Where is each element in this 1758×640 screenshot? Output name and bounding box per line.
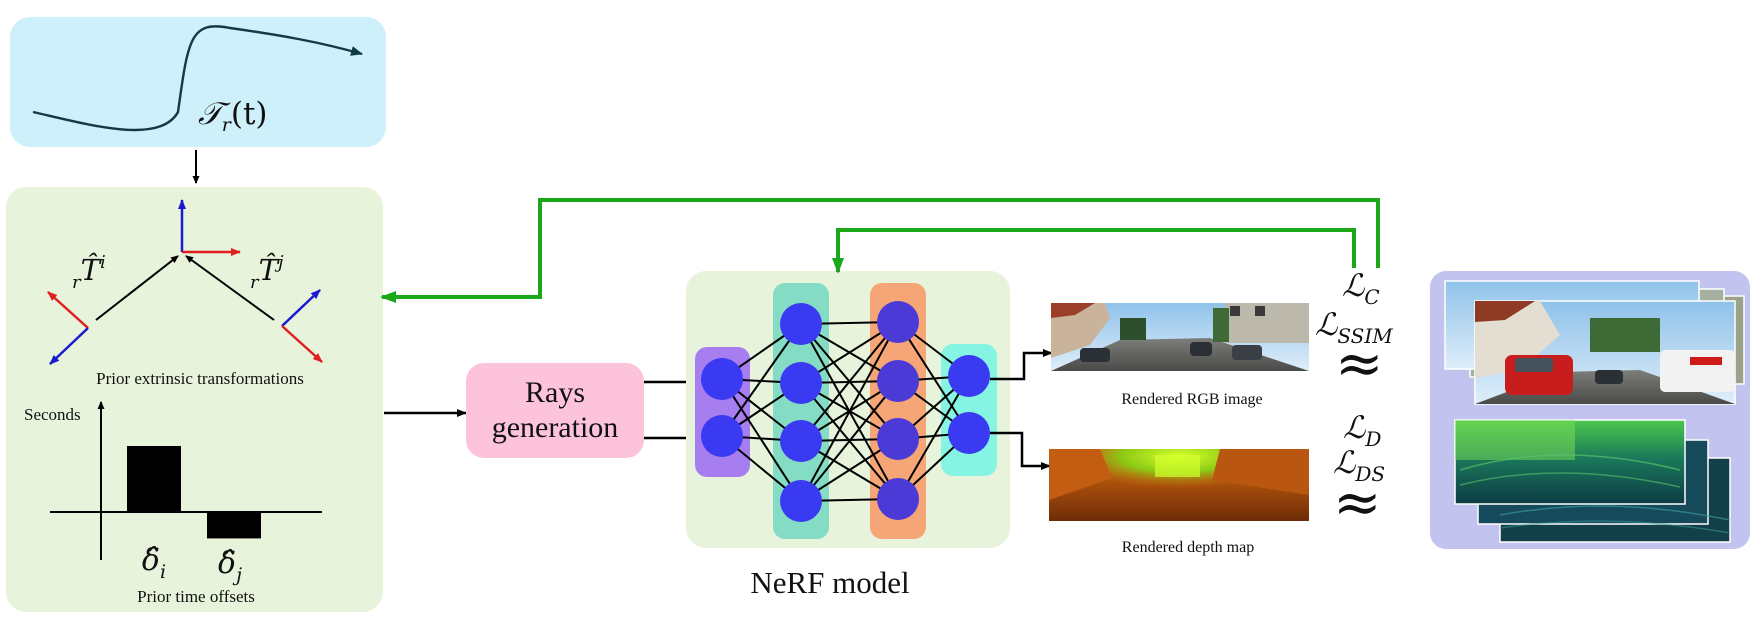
trajectory-sub: r [222,114,233,136]
seconds-axis-label: Seconds [24,405,81,424]
rendered-rgb-image [1051,303,1309,371]
transform-i-arrow [95,255,179,321]
nerf-neuron [877,418,919,460]
reference-frame [178,199,241,256]
nerf-neuron [701,415,743,457]
loss-c: ℒC [1342,268,1380,309]
bar-delta-j [207,512,261,539]
rays-label-line2: generation [492,411,619,444]
delta-i-label: δ̂i [142,543,166,583]
transform-j-arrow [185,255,275,321]
nerf-edge [800,321,899,442]
nerf-neurons [701,301,990,522]
nerf-neuron [877,478,919,520]
nerf-neuron [948,355,990,397]
nerf-edge [721,323,802,437]
nerf-neuron [877,360,919,402]
nerf-caption: NeRF model [750,565,909,600]
nerf-neuron [780,420,822,462]
loss-ssim: ℒSSIM [1315,307,1393,348]
nerf-edge [897,375,970,500]
trajectory-panel: 𝒯r(t) [10,17,386,147]
nerf-neuron [701,358,743,400]
output-to-rgb-arrow [990,349,1053,381]
nerf-neuron [780,362,822,404]
trajectory-curve [32,25,363,132]
nerf-model: NeRF model [686,271,1010,600]
svg-text:𝒯r(t): 𝒯r(t) [198,96,268,136]
transform-i-label: rT̂i [72,252,106,293]
approx-color: ≈ [1335,329,1384,397]
nerf-edge [800,380,899,502]
trajectory-arg: (t) [231,96,268,132]
transform-j-label: rT̂j [250,252,284,293]
gt-rgb-stack [1444,280,1745,405]
nerf-neuron [877,301,919,343]
output-to-depth-arrow [990,431,1051,470]
color-losses: ℒC ℒSSIM ≈ [1315,268,1393,397]
depth-losses: ℒD ℒDS ≈ [1333,410,1385,536]
loss-ds: ℒDS [1333,445,1385,486]
feedback-to-extrinsics-arrow [380,198,1380,303]
rays-generation-box: Rays generation [466,363,644,458]
nerf-neuron [780,303,822,345]
nerf-edge [721,378,802,502]
camera-frame-j [281,289,323,363]
nerf-neuron [780,480,822,522]
nerf-neuron [948,412,990,454]
rgb-caption: Rendered RGB image [1121,391,1262,408]
prior-panel: rT̂i rT̂j Prior extrinsic transformation… [6,187,383,612]
camera-frame-i [47,291,89,365]
ground-truth-panel [1430,271,1750,549]
prior-time-caption: Prior time offsets [137,587,255,606]
bar-delta-i [127,446,181,512]
feedback-to-nerf-arrow [832,228,1356,274]
nerf-edge [800,321,899,502]
rendered-depth-map [1049,449,1309,521]
prior-extrinsic-caption: Prior extrinsic transformations [96,369,304,388]
loss-d: ℒD [1343,410,1381,451]
depth-caption: Rendered depth map [1122,539,1254,556]
time-offsets-chart: Seconds δ̂i δ̂j [24,401,322,586]
approx-depth: ≈ [1333,468,1382,536]
rays-label-line1: Rays [525,376,585,409]
delta-j-label: δ̂j [218,546,242,586]
gt-lidar-stack [1454,419,1731,543]
